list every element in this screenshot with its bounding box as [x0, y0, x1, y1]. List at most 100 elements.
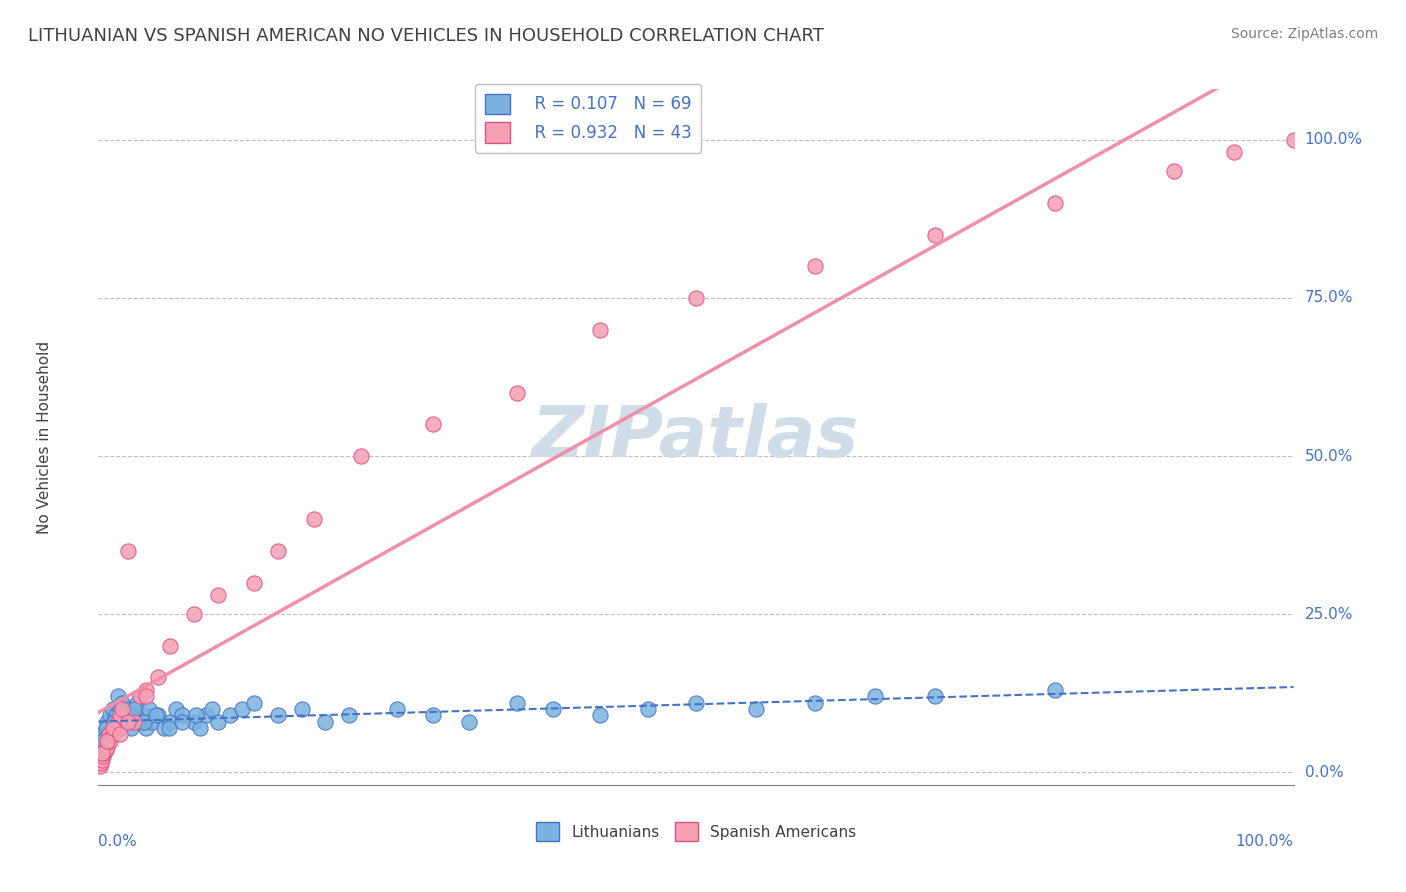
Point — [91, 749, 114, 764]
Point — [124, 714, 146, 729]
Point — [804, 260, 827, 274]
Text: Source: ZipAtlas.com: Source: ZipAtlas.com — [1230, 27, 1378, 41]
Point — [141, 714, 163, 729]
Point — [101, 721, 124, 735]
Point — [148, 670, 170, 684]
Point — [97, 721, 120, 735]
Point — [172, 708, 194, 723]
Text: 50.0%: 50.0% — [1305, 449, 1353, 464]
Point — [267, 708, 290, 723]
Point — [1163, 164, 1185, 178]
Point — [153, 721, 176, 735]
Point — [745, 702, 768, 716]
Point — [89, 759, 111, 773]
Text: LITHUANIAN VS SPANISH AMERICAN NO VEHICLES IN HOUSEHOLD CORRELATION CHART: LITHUANIAN VS SPANISH AMERICAN NO VEHICL… — [28, 27, 824, 45]
Point — [924, 227, 946, 242]
Point — [120, 721, 142, 735]
Point — [107, 714, 129, 729]
Point — [117, 702, 139, 716]
Point — [165, 702, 187, 716]
Point — [132, 714, 155, 729]
Point — [350, 449, 373, 463]
Point — [138, 702, 160, 716]
Point — [1043, 683, 1066, 698]
Point — [125, 696, 148, 710]
Point — [96, 739, 118, 754]
Point — [129, 690, 152, 704]
Point — [243, 575, 266, 590]
Point — [637, 702, 659, 716]
Point — [589, 708, 612, 723]
Point — [339, 708, 361, 723]
Point — [124, 702, 146, 716]
Point — [422, 708, 444, 723]
Point — [124, 708, 146, 723]
Point — [115, 714, 138, 729]
Text: 0.0%: 0.0% — [98, 834, 138, 848]
Point — [90, 756, 112, 770]
Point — [135, 721, 157, 735]
Point — [506, 696, 529, 710]
Point — [98, 727, 121, 741]
Text: 100.0%: 100.0% — [1305, 132, 1362, 147]
Point — [1043, 196, 1066, 211]
Point — [91, 727, 114, 741]
Point — [129, 714, 152, 729]
Text: 75.0%: 75.0% — [1305, 291, 1353, 305]
Text: 100.0%: 100.0% — [1236, 834, 1294, 848]
Point — [135, 690, 157, 704]
Point — [111, 702, 134, 716]
Point — [108, 702, 131, 716]
Point — [104, 721, 127, 735]
Point — [93, 747, 115, 761]
Point — [506, 385, 529, 400]
Point — [1223, 145, 1246, 160]
Point — [98, 727, 121, 741]
Point — [183, 607, 205, 622]
Point — [458, 714, 481, 729]
Point — [924, 690, 946, 704]
Point — [865, 690, 887, 704]
Point — [110, 714, 132, 729]
Point — [685, 696, 707, 710]
Point — [96, 714, 118, 729]
Point — [172, 714, 194, 729]
Point — [100, 727, 122, 741]
Point — [94, 721, 117, 735]
Point — [108, 721, 131, 735]
Point — [243, 696, 266, 710]
Point — [104, 721, 127, 735]
Point — [101, 702, 124, 716]
Point — [107, 721, 129, 735]
Point — [91, 753, 114, 767]
Point — [267, 544, 290, 558]
Point — [117, 714, 139, 729]
Point — [108, 708, 131, 723]
Point — [541, 702, 564, 716]
Point — [90, 739, 112, 754]
Point — [93, 733, 115, 747]
Point — [159, 714, 181, 729]
Point — [117, 544, 139, 558]
Text: 0.0%: 0.0% — [1305, 764, 1343, 780]
Point — [114, 708, 136, 723]
Point — [94, 743, 117, 757]
Point — [188, 721, 211, 735]
Point — [302, 512, 325, 526]
Point — [108, 727, 131, 741]
Point — [157, 721, 180, 735]
Point — [96, 733, 118, 747]
Point — [195, 708, 218, 723]
Point — [105, 708, 128, 723]
Text: No Vehicles in Household: No Vehicles in Household — [37, 341, 52, 533]
Text: 25.0%: 25.0% — [1305, 607, 1353, 622]
Point — [201, 702, 224, 716]
Point — [183, 714, 205, 729]
Point — [422, 417, 444, 432]
Point — [107, 690, 129, 704]
Point — [685, 291, 707, 305]
Point — [115, 708, 138, 723]
Point — [291, 702, 314, 716]
Point — [103, 714, 125, 729]
Point — [98, 733, 122, 747]
